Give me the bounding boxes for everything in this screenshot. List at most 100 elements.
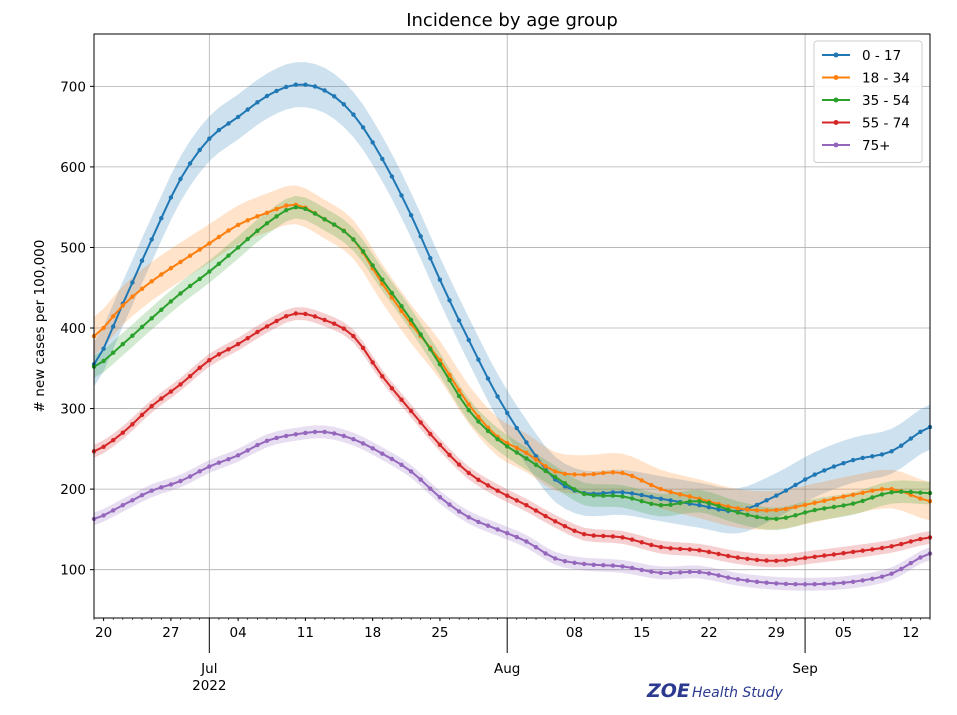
- x-major-tick-label: Aug: [494, 661, 520, 677]
- grid-lines: [94, 34, 930, 618]
- data-point: [706, 549, 712, 555]
- data-point: [130, 280, 135, 285]
- data-point: [207, 136, 212, 141]
- data-point: [380, 156, 385, 162]
- data-point: [841, 461, 846, 466]
- data-point: [726, 507, 731, 512]
- data-point: [745, 578, 750, 583]
- data-point: [668, 498, 673, 503]
- data-point: [255, 228, 260, 233]
- data-point: [485, 376, 491, 381]
- data-point: [697, 548, 702, 553]
- data-point: [130, 333, 135, 338]
- series-35-54: [91, 205, 933, 522]
- series-line: [93, 83, 931, 512]
- data-point: [389, 290, 395, 296]
- data-point: [841, 503, 846, 508]
- y-tick-label: 300: [60, 402, 86, 418]
- data-point: [889, 449, 894, 454]
- data-point: [360, 125, 366, 130]
- data-point: [226, 228, 231, 233]
- data-point: [822, 498, 827, 503]
- legend-swatch-marker: [833, 120, 839, 125]
- legend-label: 75+: [862, 138, 891, 154]
- data-point: [380, 374, 385, 379]
- data-point: [476, 357, 481, 362]
- data-point: [879, 492, 885, 497]
- data-point: [284, 84, 289, 90]
- x-major-tick-label: Sep: [792, 661, 817, 677]
- data-point: [678, 492, 683, 497]
- data-point: [899, 443, 904, 448]
- data-point: [111, 350, 116, 355]
- data-point: [139, 493, 145, 498]
- data-point: [658, 503, 664, 508]
- data-point: [428, 431, 433, 437]
- data-point: [207, 269, 212, 274]
- data-point: [745, 512, 750, 517]
- data-point: [899, 566, 904, 572]
- data-point: [793, 504, 798, 510]
- data-point: [629, 491, 635, 496]
- series-lines: [91, 82, 933, 587]
- data-point: [610, 563, 616, 568]
- data-point: [524, 503, 529, 508]
- data-point: [111, 438, 116, 443]
- data-point: [841, 494, 846, 499]
- data-point: [629, 496, 635, 501]
- data-point: [735, 506, 740, 511]
- data-point: [303, 430, 308, 436]
- data-point: [620, 494, 625, 499]
- data-point: [389, 295, 395, 300]
- data-point: [168, 389, 174, 394]
- data-point: [207, 241, 212, 246]
- data-point: [543, 468, 548, 474]
- data-point: [879, 545, 885, 551]
- data-point: [706, 505, 712, 510]
- data-point: [543, 513, 548, 519]
- data-point: [908, 560, 913, 566]
- data-point: [514, 425, 519, 431]
- y-tick-label: 700: [60, 79, 86, 95]
- data-point: [197, 247, 202, 252]
- data-point: [610, 493, 616, 498]
- data-point: [889, 544, 894, 549]
- data-point: [476, 519, 481, 525]
- data-point: [889, 490, 894, 495]
- data-point: [822, 506, 827, 511]
- data-point: [899, 541, 904, 547]
- data-point: [187, 161, 193, 166]
- data-point: [303, 311, 308, 317]
- x-minor-tick-label: 22: [700, 625, 717, 641]
- data-point: [130, 294, 135, 299]
- data-point: [918, 555, 923, 560]
- data-point: [399, 193, 404, 198]
- data-point: [226, 347, 231, 352]
- data-point: [870, 547, 875, 552]
- legend-swatch-marker: [833, 142, 839, 148]
- data-point: [802, 502, 808, 508]
- data-point: [783, 506, 789, 512]
- data-point: [831, 504, 837, 510]
- y-tick-label: 500: [60, 240, 86, 256]
- data-point: [783, 488, 789, 493]
- data-point: [408, 317, 414, 323]
- x-minor-tick-label: 15: [633, 625, 650, 641]
- data-point: [850, 457, 856, 463]
- data-point: [495, 527, 500, 532]
- data-point: [822, 468, 827, 473]
- data-point: [495, 488, 500, 493]
- legend-swatch-marker: [833, 52, 839, 58]
- data-point: [351, 237, 356, 242]
- data-point: [332, 222, 337, 227]
- data-point: [524, 450, 529, 456]
- data-point: [149, 237, 154, 242]
- data-point: [860, 548, 865, 553]
- data-point: [360, 441, 366, 446]
- data-point: [255, 100, 260, 105]
- data-point: [649, 569, 654, 574]
- x-major-tick-label: Jul: [200, 661, 217, 677]
- data-point: [735, 555, 740, 560]
- data-point: [889, 486, 894, 492]
